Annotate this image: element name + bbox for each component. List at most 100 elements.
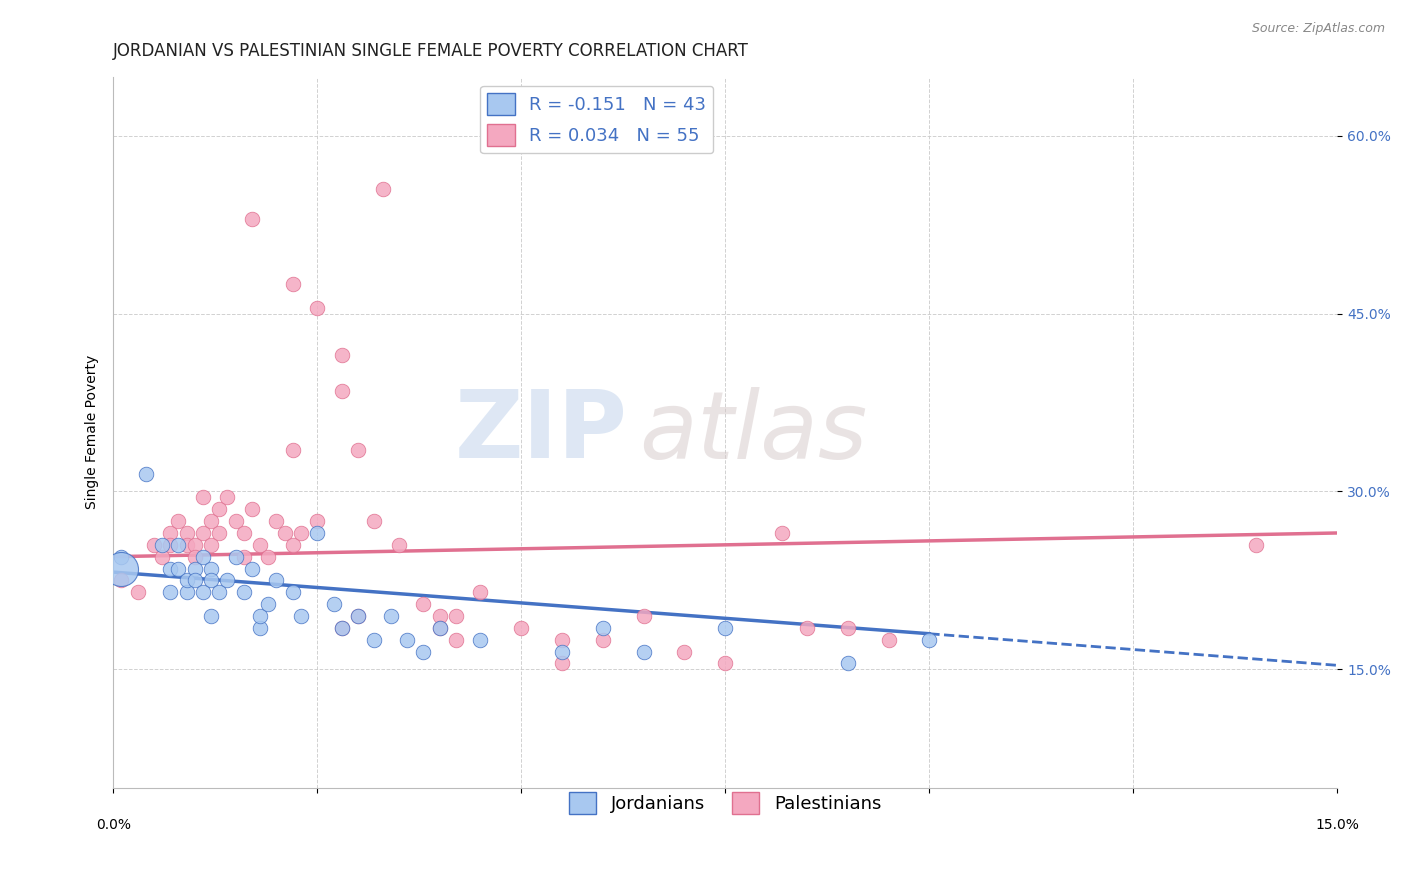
Point (232, 585, 254, 599)
Point (184, 561, 207, 575)
Point (470, 585, 492, 599)
Point (322, 597, 344, 611)
Point (347, 609, 370, 624)
Point (159, 585, 181, 599)
Point (176, 538, 198, 552)
Point (232, 549, 254, 564)
Text: JORDANIAN VS PALESTINIAN SINGLE FEMALE POVERTY CORRELATION CHART: JORDANIAN VS PALESTINIAN SINGLE FEMALE P… (114, 42, 749, 60)
Point (714, 621, 737, 635)
Point (330, 384, 353, 398)
Point (208, 585, 231, 599)
Point (347, 609, 370, 624)
Point (240, 211, 263, 226)
Point (307, 526, 329, 541)
Point (159, 538, 181, 552)
Point (127, 585, 149, 599)
Y-axis label: Single Female Poverty: Single Female Poverty (86, 355, 100, 509)
Point (592, 632, 614, 647)
Point (307, 301, 329, 315)
Text: 0.0%: 0.0% (96, 818, 131, 832)
Point (266, 514, 288, 528)
Point (551, 632, 574, 647)
Point (176, 585, 198, 599)
Point (347, 442, 370, 457)
Point (167, 538, 190, 552)
Point (184, 549, 207, 564)
Point (208, 502, 231, 516)
Point (837, 621, 859, 635)
Point (429, 609, 451, 624)
Point (200, 609, 222, 624)
Point (330, 621, 353, 635)
Point (150, 549, 173, 564)
Point (143, 538, 166, 552)
Point (395, 632, 418, 647)
Point (363, 514, 385, 528)
Point (307, 514, 329, 528)
Point (444, 632, 467, 647)
Point (633, 609, 655, 624)
Point (714, 657, 737, 671)
Point (257, 597, 280, 611)
Point (281, 585, 304, 599)
Point (249, 621, 271, 635)
Point (110, 561, 132, 575)
Point (249, 609, 271, 624)
Point (191, 549, 214, 564)
Point (330, 621, 353, 635)
Point (167, 561, 190, 575)
Point (837, 657, 859, 671)
Point (281, 538, 304, 552)
Point (918, 632, 941, 647)
Point (232, 526, 254, 541)
Point (429, 621, 451, 635)
Point (176, 526, 198, 541)
Point (412, 597, 434, 611)
Point (249, 538, 271, 552)
Point (159, 526, 181, 541)
Text: atlas: atlas (640, 387, 868, 478)
Point (510, 621, 533, 635)
Point (176, 574, 198, 588)
Point (191, 491, 214, 505)
Point (110, 574, 132, 588)
Point (191, 585, 214, 599)
Point (877, 632, 900, 647)
Point (551, 657, 574, 671)
Point (633, 644, 655, 658)
Point (159, 561, 181, 575)
Point (240, 502, 263, 516)
Point (592, 621, 614, 635)
Point (388, 538, 411, 552)
Text: 15.0%: 15.0% (1316, 818, 1360, 832)
Point (217, 574, 239, 588)
Point (217, 491, 239, 505)
Point (208, 526, 231, 541)
Point (135, 467, 157, 481)
Point (796, 621, 818, 635)
Legend: Jordanians, Palestinians: Jordanians, Palestinians (562, 785, 889, 822)
Point (167, 514, 190, 528)
Point (444, 609, 467, 624)
Point (290, 526, 312, 541)
Point (150, 538, 173, 552)
Point (257, 549, 280, 564)
Point (673, 644, 696, 658)
Point (281, 442, 304, 457)
Point (290, 609, 312, 624)
Point (200, 538, 222, 552)
Point (184, 538, 207, 552)
Text: Source: ZipAtlas.com: Source: ZipAtlas.com (1251, 22, 1385, 36)
Point (266, 574, 288, 588)
Point (1244, 538, 1267, 552)
Point (551, 644, 574, 658)
Point (273, 526, 295, 541)
Point (191, 526, 214, 541)
Point (412, 644, 434, 658)
Point (200, 514, 222, 528)
Point (330, 348, 353, 362)
Text: ZIP: ZIP (454, 386, 627, 478)
Point (281, 277, 304, 291)
Point (225, 514, 247, 528)
Point (470, 632, 492, 647)
